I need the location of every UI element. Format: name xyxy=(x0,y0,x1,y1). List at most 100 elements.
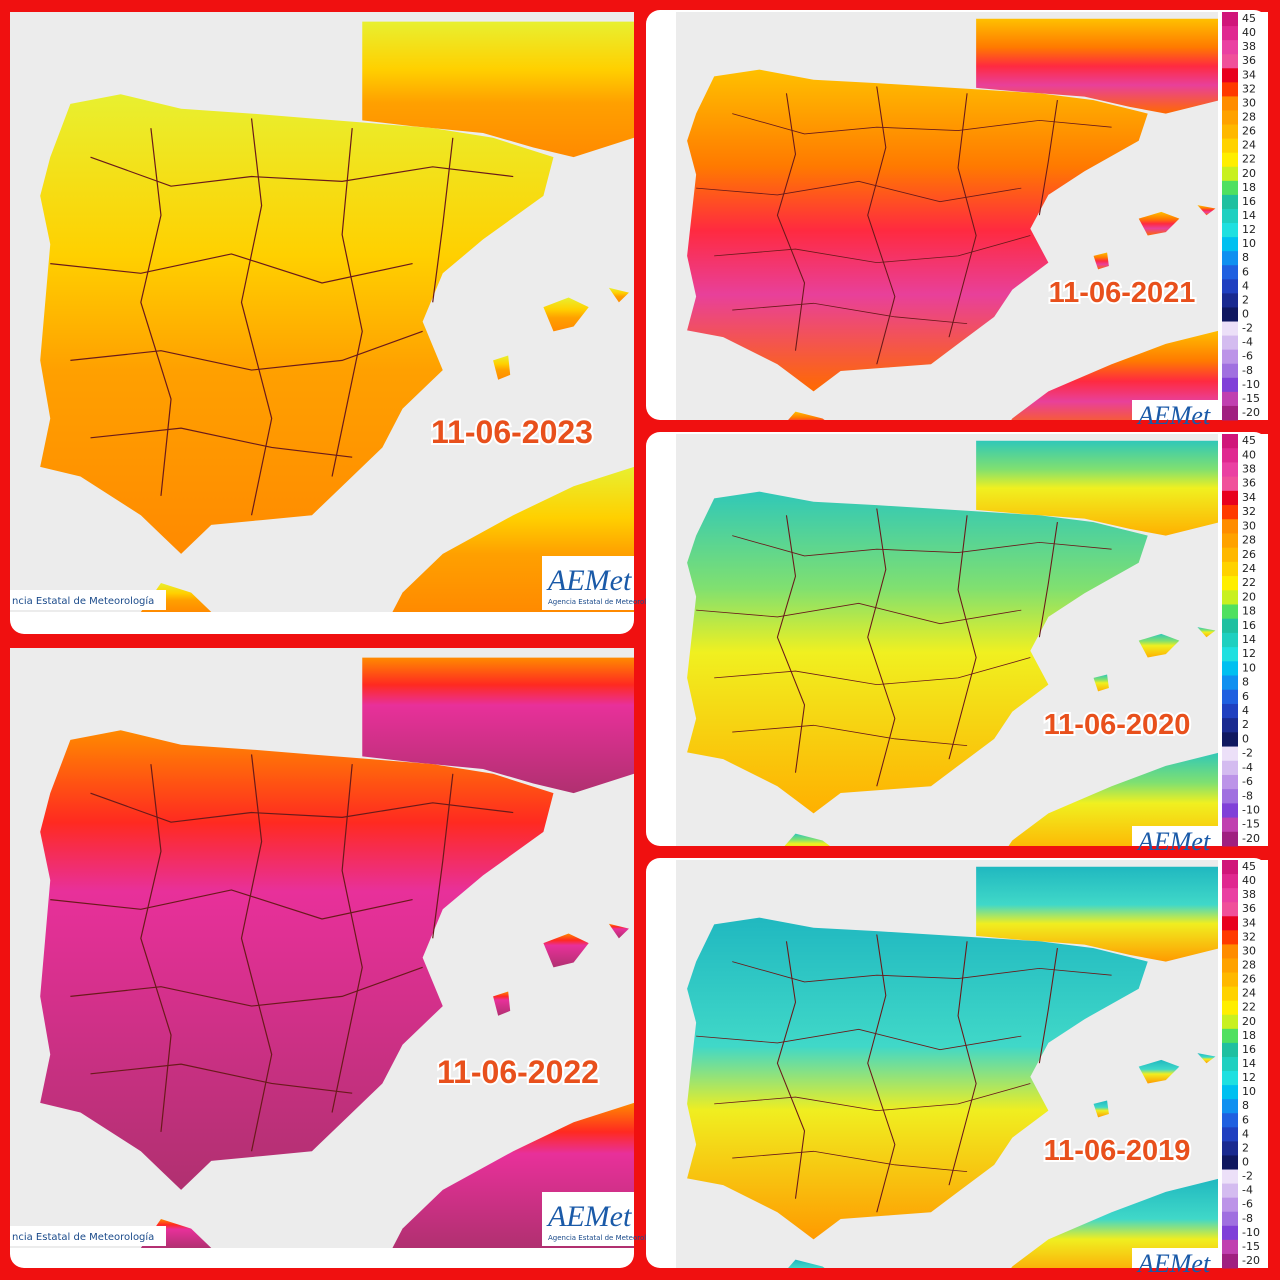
map xyxy=(676,434,1218,846)
legend-swatch xyxy=(1222,12,1238,27)
legend-swatch xyxy=(1222,661,1238,677)
legend-label: 16 xyxy=(1242,195,1256,208)
legend-label: 38 xyxy=(1242,463,1256,476)
legend-label: 22 xyxy=(1242,1001,1256,1014)
legend-label: 14 xyxy=(1242,1057,1256,1070)
legend-swatch xyxy=(1222,1071,1238,1086)
legend-label: -8 xyxy=(1242,789,1253,802)
color-legend: 454038363432302826242220181614121086420-… xyxy=(1218,434,1268,847)
legend-label: 36 xyxy=(1242,477,1256,490)
legend-swatch xyxy=(1222,860,1238,875)
legend-label: 18 xyxy=(1242,181,1256,194)
legend-label: -10 xyxy=(1242,803,1260,816)
legend-swatch xyxy=(1222,718,1238,733)
legend-label: 28 xyxy=(1242,959,1256,972)
legend-label: 0 xyxy=(1242,732,1249,745)
legend-swatch xyxy=(1222,632,1238,648)
legend-label: 26 xyxy=(1242,125,1256,138)
legend-swatch xyxy=(1222,1253,1238,1269)
legend-swatch xyxy=(1222,223,1238,238)
legend-label: 30 xyxy=(1242,96,1256,109)
legend-label: 20 xyxy=(1242,167,1256,180)
legend-swatch xyxy=(1222,124,1238,140)
legend-label: 6 xyxy=(1242,1113,1249,1126)
date-label: 11-06-2023 xyxy=(431,414,593,450)
legend-swatch xyxy=(1222,1211,1238,1227)
legend-label: 10 xyxy=(1242,237,1256,250)
legend-label: -15 xyxy=(1242,1240,1260,1253)
legend-label: 10 xyxy=(1242,661,1256,674)
legend-swatch xyxy=(1222,958,1238,974)
legend-label: 45 xyxy=(1242,860,1256,873)
legend-label: 30 xyxy=(1242,519,1256,532)
legend-label: 26 xyxy=(1242,973,1256,986)
legend-swatch xyxy=(1222,462,1238,478)
legend-swatch xyxy=(1222,1239,1238,1255)
credit: ncia Estatal de Meteorología xyxy=(12,595,154,607)
legend-label: -15 xyxy=(1242,818,1260,831)
legend-label: 14 xyxy=(1242,633,1256,646)
color-legend: 454038363432302826242220181614121086420-… xyxy=(1218,860,1268,1269)
legend-swatch xyxy=(1222,293,1238,308)
legend-label: -2 xyxy=(1242,747,1253,760)
legend-label: -4 xyxy=(1242,761,1253,774)
legend-swatch xyxy=(1222,476,1238,492)
credit: ncia Estatal de Meteorología xyxy=(12,1231,154,1243)
legend-swatch xyxy=(1222,40,1238,55)
legend-label: -8 xyxy=(1242,1212,1253,1225)
date-label: 11-06-2022 xyxy=(437,1054,599,1090)
legend-swatch xyxy=(1222,279,1238,294)
legend-label: 12 xyxy=(1242,647,1256,660)
legend-label: 34 xyxy=(1242,916,1256,929)
date-label: 11-06-2019 xyxy=(1044,1135,1191,1167)
legend-swatch xyxy=(1222,519,1238,534)
legend-swatch xyxy=(1222,321,1238,337)
legend-swatch xyxy=(1222,180,1238,196)
legend-label: 12 xyxy=(1242,1071,1256,1084)
legend-swatch xyxy=(1222,307,1238,323)
legend-label: 34 xyxy=(1242,68,1256,81)
legend-label: -8 xyxy=(1242,364,1253,377)
legend-label: 32 xyxy=(1242,930,1256,943)
legend-swatch xyxy=(1222,110,1238,126)
logo: AEMet xyxy=(546,564,632,597)
legend-swatch xyxy=(1222,434,1238,449)
legend-swatch xyxy=(1222,604,1238,620)
legend-swatch xyxy=(1222,1099,1238,1114)
legend-label: 24 xyxy=(1242,562,1256,575)
legend-swatch xyxy=(1222,490,1238,506)
legend-swatch xyxy=(1222,505,1238,520)
legend-swatch xyxy=(1222,647,1238,662)
legend-label: 2 xyxy=(1242,718,1249,731)
legend-label: 36 xyxy=(1242,902,1256,915)
logo: AEMet xyxy=(1136,1249,1211,1278)
legend-swatch xyxy=(1222,26,1238,41)
legend-swatch xyxy=(1222,1028,1238,1044)
legend-label: 18 xyxy=(1242,605,1256,618)
legend-label: 8 xyxy=(1242,251,1249,264)
legend-swatch xyxy=(1222,1141,1238,1156)
legend-label: 34 xyxy=(1242,491,1256,504)
legend-swatch xyxy=(1222,405,1238,421)
logo: AEMet xyxy=(1136,401,1211,430)
legend-swatch xyxy=(1222,888,1238,903)
legend-label: 16 xyxy=(1242,1043,1256,1056)
legend-swatch xyxy=(1222,817,1238,833)
legend-label: 16 xyxy=(1242,619,1256,632)
legend-swatch xyxy=(1222,944,1238,959)
legend-swatch xyxy=(1222,377,1238,393)
legend-label: -20 xyxy=(1242,406,1260,419)
legend-label: 26 xyxy=(1242,548,1256,561)
legend-label: 20 xyxy=(1242,590,1256,603)
legend-swatch xyxy=(1222,916,1238,931)
legend-label: -10 xyxy=(1242,1226,1260,1239)
legend-swatch xyxy=(1222,82,1238,97)
legend-label: 20 xyxy=(1242,1015,1256,1028)
legend-swatch xyxy=(1222,732,1238,748)
legend-label: 2 xyxy=(1242,293,1249,306)
legend-label: 10 xyxy=(1242,1085,1256,1098)
legend-label: 24 xyxy=(1242,139,1256,152)
legend-label: 40 xyxy=(1242,448,1256,461)
